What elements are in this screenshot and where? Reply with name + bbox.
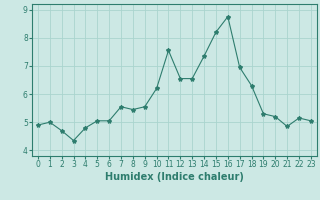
X-axis label: Humidex (Indice chaleur): Humidex (Indice chaleur): [105, 172, 244, 182]
